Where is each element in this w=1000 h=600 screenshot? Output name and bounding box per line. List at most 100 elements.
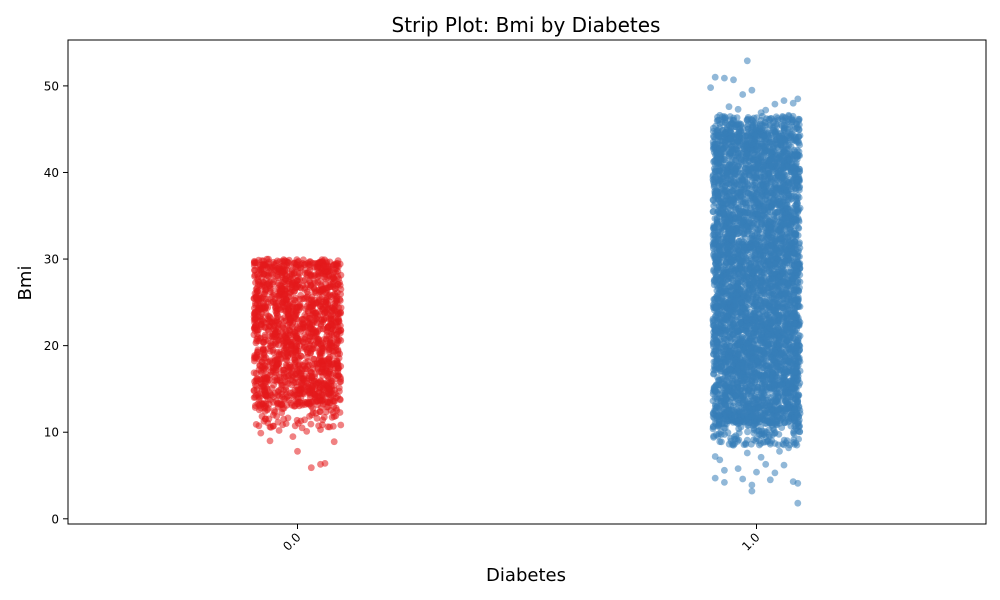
data-point xyxy=(272,259,280,267)
data-point xyxy=(254,346,262,354)
data-point xyxy=(742,397,750,405)
data-point xyxy=(333,406,341,414)
data-point xyxy=(266,347,274,355)
data-point xyxy=(300,344,308,352)
data-point xyxy=(251,327,259,335)
data-point xyxy=(278,390,286,398)
data-point xyxy=(262,276,270,284)
data-point xyxy=(315,337,322,345)
data-point xyxy=(295,361,303,369)
data-point xyxy=(292,263,299,271)
data-point xyxy=(273,349,281,356)
data-point xyxy=(266,423,274,431)
data-point xyxy=(323,372,331,380)
data-point xyxy=(294,447,301,455)
data-point xyxy=(327,314,334,322)
data-point xyxy=(292,294,299,302)
series-0.0 xyxy=(250,255,345,472)
data-point xyxy=(322,275,330,283)
data-point xyxy=(250,369,258,377)
data-point xyxy=(258,383,265,391)
data-point xyxy=(269,298,277,306)
data-point xyxy=(286,273,294,280)
data-point xyxy=(310,355,318,363)
points-layer xyxy=(250,57,804,507)
data-point xyxy=(337,308,344,316)
data-point xyxy=(297,291,305,299)
data-point xyxy=(275,427,283,434)
data-point xyxy=(256,361,264,369)
data-point xyxy=(290,288,298,295)
data-point xyxy=(327,365,334,373)
data-point xyxy=(331,386,338,394)
data-point xyxy=(319,362,327,370)
data-point xyxy=(305,296,313,304)
data-point xyxy=(327,379,335,387)
data-point xyxy=(280,258,288,266)
data-point xyxy=(300,388,308,396)
data-point xyxy=(251,262,258,269)
data-point xyxy=(321,398,328,406)
data-point xyxy=(303,288,311,296)
data-point xyxy=(332,262,340,269)
data-point xyxy=(307,420,315,428)
data-point xyxy=(279,330,286,338)
data-point xyxy=(272,324,280,332)
data-point xyxy=(325,358,332,366)
data-point xyxy=(307,464,315,472)
data-point xyxy=(316,368,323,376)
data-point xyxy=(325,385,333,393)
data-point xyxy=(282,308,290,315)
data-point xyxy=(268,391,276,399)
data-point xyxy=(749,285,756,293)
data-point xyxy=(258,369,265,377)
data-point xyxy=(317,460,324,468)
data-point xyxy=(259,261,267,269)
data-point xyxy=(328,343,336,351)
data-point xyxy=(296,269,303,277)
data-point xyxy=(334,392,341,400)
data-point xyxy=(296,325,304,333)
data-point xyxy=(288,323,296,331)
data-point xyxy=(312,409,320,417)
data-point xyxy=(307,349,314,357)
data-point xyxy=(257,317,264,325)
data-point xyxy=(332,321,340,329)
data-point xyxy=(320,413,328,421)
data-point xyxy=(317,277,324,285)
data-point xyxy=(320,262,328,269)
data-point xyxy=(325,263,333,271)
data-point xyxy=(311,317,319,324)
data-point xyxy=(262,303,269,311)
data-point xyxy=(334,360,342,367)
data-point xyxy=(326,423,333,431)
data-point xyxy=(297,261,305,268)
data-point xyxy=(284,377,292,385)
data-point xyxy=(255,393,263,400)
data-point xyxy=(278,409,286,417)
data-point xyxy=(309,361,316,369)
data-point xyxy=(329,397,337,405)
data-point xyxy=(289,373,297,381)
data-point xyxy=(255,304,263,312)
data-point xyxy=(334,365,342,372)
data-point xyxy=(314,264,321,271)
data-point xyxy=(331,302,339,310)
data-point xyxy=(301,266,309,274)
data-point xyxy=(274,302,281,309)
data-point xyxy=(293,367,301,375)
data-point xyxy=(319,345,327,353)
data-point xyxy=(330,438,338,446)
data-point xyxy=(326,332,333,340)
data-point xyxy=(296,276,303,283)
data-point xyxy=(307,402,315,410)
data-point xyxy=(268,359,276,367)
data-point xyxy=(334,346,342,354)
data-point xyxy=(251,266,258,274)
data-point xyxy=(251,315,259,322)
data-point xyxy=(294,419,302,427)
data-point xyxy=(337,290,344,298)
data-point xyxy=(327,283,334,290)
data-point xyxy=(272,338,280,345)
data-point xyxy=(250,387,258,395)
